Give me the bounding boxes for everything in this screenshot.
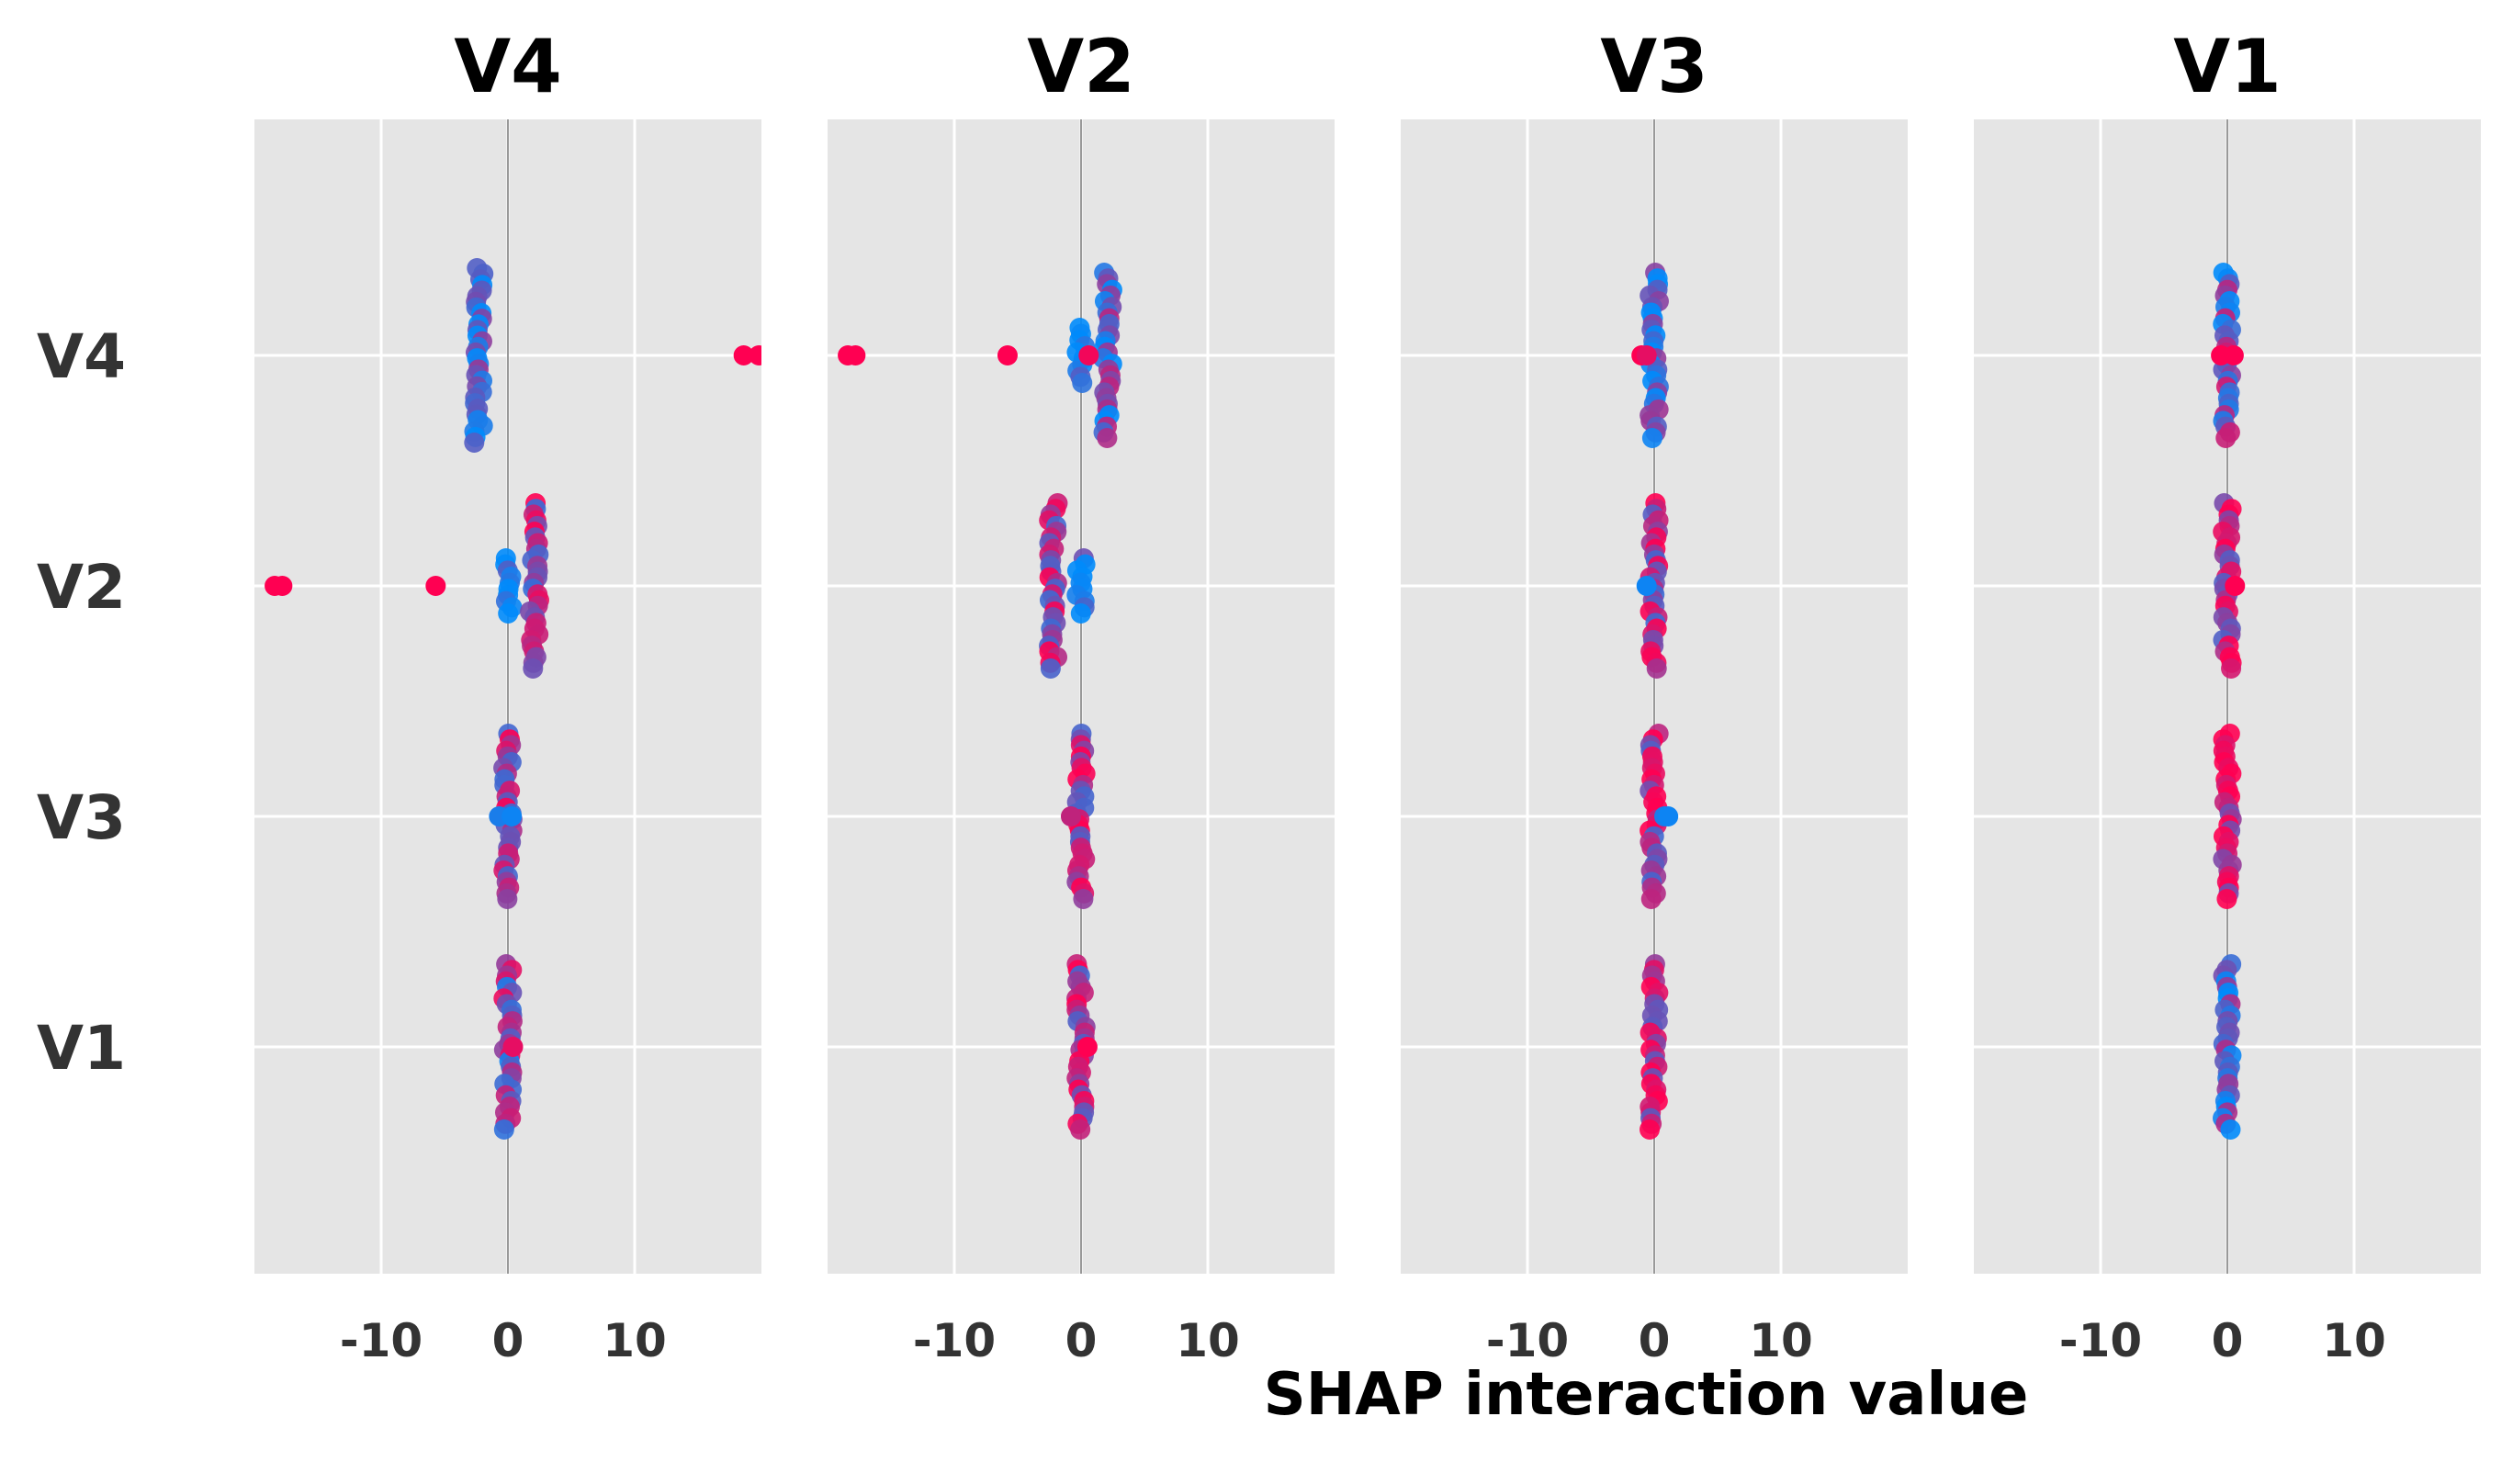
data-point [2223,345,2244,365]
panel-title: V3 [1600,24,1708,109]
panel-v1: V1 -10 0 10 [1974,24,2481,1367]
row-label-v2: V2 [37,552,126,623]
panel-v3: V3 -10 0 10 [1401,24,1908,1367]
x-tick-label: -10 [1486,1314,1569,1367]
x-axis-label: SHAP interaction value [1264,1361,2029,1429]
x-tick-label: 0 [1065,1314,1098,1367]
data-point [464,433,485,453]
dots [2211,263,2246,1140]
x-tick-label: 10 [603,1314,667,1367]
data-point [1646,658,1667,679]
x-tick-label: 10 [1749,1314,1813,1367]
data-point [1640,889,1662,909]
x-tick-label: -10 [340,1314,423,1367]
data-point [1073,889,1094,909]
dots [838,263,1122,1140]
data-point [1072,373,1093,393]
data-point [497,889,518,909]
data-point [493,1119,514,1140]
row-label-v1: V1 [37,1013,126,1084]
x-tick-label: 0 [2212,1314,2244,1367]
x-tick-label: -10 [913,1314,996,1367]
data-point [1636,345,1657,365]
data-point [2221,658,2242,679]
data-point [1078,345,1099,365]
row-label-v4: V4 [37,321,126,392]
data-point [1640,1119,1661,1140]
panels: V4 -10 0 10 V2 -10 0 10 V3 -10 0 10 V1 -10 0 10 [254,24,2481,1367]
data-point [1641,428,1662,448]
x-tick-label: 0 [492,1314,524,1367]
panel-title: V2 [1027,24,1135,109]
data-point [2220,1119,2241,1140]
data-point [1658,806,1679,826]
panel-title: V1 [2173,24,2282,109]
x-tick-label: 10 [1176,1314,1240,1367]
data-point [749,345,761,365]
data-point [1076,1037,1098,1057]
data-point [845,345,866,365]
data-point [425,576,446,596]
x-tick-label: 0 [1639,1314,1671,1367]
data-point [272,576,293,596]
data-point [2216,889,2237,909]
x-tick-label: -10 [2059,1314,2142,1367]
data-point [502,1037,524,1057]
row-labels: V4 V2 V3 V1 [37,321,126,1084]
panel-v2: V2 -10 0 10 [828,24,1335,1367]
data-point [1070,1119,1091,1140]
data-point [1070,603,1091,624]
data-point [1040,658,1061,679]
data-point [523,658,544,679]
dots [265,258,761,1140]
data-point [1636,576,1657,596]
data-point [1097,428,1118,448]
data-point [733,345,754,365]
x-tick-label: 10 [2322,1314,2386,1367]
data-point [1060,806,1081,826]
data-point [2225,576,2246,596]
data-point [2215,428,2237,448]
row-label-v3: V3 [37,782,126,853]
data-point [498,603,519,624]
panel-v4: V4 -10 0 10 [254,24,761,1367]
panel-title: V4 [454,24,562,109]
data-point [501,806,523,826]
data-point [997,345,1018,365]
dots [1631,263,1679,1140]
